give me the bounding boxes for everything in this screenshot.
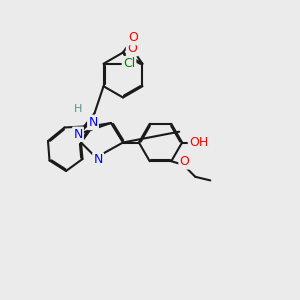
Text: O: O xyxy=(127,42,137,55)
Text: O: O xyxy=(129,31,138,44)
Text: N: N xyxy=(73,128,83,141)
Text: N: N xyxy=(88,116,98,129)
Text: O: O xyxy=(180,155,189,168)
Text: H: H xyxy=(74,104,82,114)
Text: N: N xyxy=(93,153,103,167)
Text: Cl: Cl xyxy=(123,57,135,70)
Text: OH: OH xyxy=(189,136,208,149)
